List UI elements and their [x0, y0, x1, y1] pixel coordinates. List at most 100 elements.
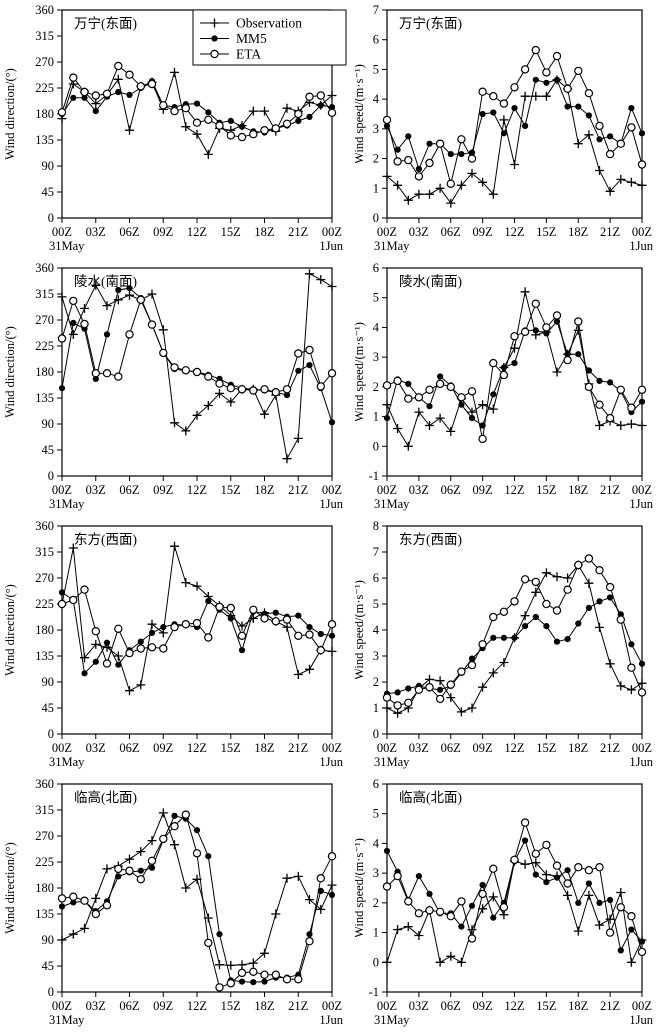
mm5-filled-circle-marker-icon	[193, 827, 201, 834]
mm5-filled-circle-marker-icon	[447, 151, 454, 158]
observation-plus-marker-icon	[478, 177, 488, 187]
mm5-filled-circle-marker-icon	[553, 638, 561, 645]
x-tick-label: 00Z	[632, 999, 652, 1013]
eta-open-circle-marker-icon	[316, 873, 325, 883]
y-tick-label: 7	[373, 3, 379, 17]
y-tick-label: 270	[35, 313, 54, 327]
mm5-filled-circle-marker-icon	[394, 146, 401, 153]
mm5-filled-circle-marker-icon	[479, 881, 486, 889]
observation-plus-marker-icon	[91, 893, 101, 903]
eta-open-circle-marker-icon	[57, 894, 67, 903]
observation-plus-marker-icon	[531, 587, 541, 597]
y-tick-label: 1	[373, 701, 379, 715]
eta-open-circle-marker-icon	[204, 938, 213, 948]
observation-plus-marker-icon	[626, 685, 636, 695]
eta-open-circle-marker-icon	[210, 49, 219, 59]
observation-plus-marker-icon	[478, 400, 488, 410]
observation-plus-marker-icon	[203, 401, 213, 410]
eta-open-circle-marker-icon	[404, 698, 413, 707]
eta-open-circle-marker-icon	[457, 897, 466, 906]
eta-open-circle-marker-icon	[305, 345, 314, 355]
eta-open-circle-marker-icon	[226, 603, 235, 613]
y-tick-label: 225	[35, 597, 54, 611]
eta-open-circle-marker-icon	[237, 631, 247, 641]
eta-open-circle-marker-icon	[249, 386, 258, 395]
eta-open-circle-marker-icon	[215, 379, 224, 388]
x-tick-label: 18Z	[254, 483, 274, 497]
eta-open-circle-marker-icon	[249, 967, 258, 976]
x-tick-label: 09Z	[153, 483, 173, 497]
observation-plus-marker-icon	[102, 301, 112, 311]
eta-open-circle-marker-icon	[204, 633, 213, 642]
panel-title: 陵水(南面)	[74, 274, 137, 289]
eta-open-circle-marker-icon	[114, 61, 123, 71]
x-tick-label: 21Z	[600, 999, 620, 1013]
y-axis-label: Wind direction/(°)	[3, 68, 17, 160]
observation-plus-marker-icon	[541, 870, 551, 880]
y-tick-label: 90	[42, 159, 55, 173]
eta-open-circle-marker-icon	[414, 393, 424, 402]
x-tick-label: 03Z	[86, 741, 106, 755]
mm5-filled-circle-marker-icon	[261, 978, 268, 985]
observation-plus-marker-icon	[435, 413, 445, 423]
mm5-filled-circle-marker-icon	[328, 632, 336, 639]
mm5-filled-circle-marker-icon	[306, 931, 313, 938]
eta-open-circle-marker-icon	[170, 822, 179, 831]
y-tick-label: 270	[35, 571, 54, 585]
eta-open-circle-marker-icon	[237, 968, 247, 978]
eta-open-circle-marker-icon	[542, 68, 551, 77]
mm5-filled-circle-marker-icon	[92, 658, 99, 665]
mm5-filled-circle-marker-icon	[437, 373, 444, 380]
panel-wind-direction-lingshui: 0 45 90 135 180 225 270 315 360 00Z 03Z 06Z 09Z 12Z 15…	[0, 258, 355, 516]
observation-plus-marker-icon	[181, 883, 191, 893]
eta-open-circle-marker-icon	[574, 862, 583, 872]
eta-open-circle-marker-icon	[204, 372, 213, 381]
panel-wind-speed-lingshui: -1 0 1 2 3 4 5 6 00Z 03Z 06Z 09Z 12Z 15Z 18Z 21Z 00Z 31Ma…	[355, 258, 657, 516]
mm5-filled-circle-marker-icon	[490, 109, 497, 116]
panel-wind-direction-wanning: 0 45 90 135 180 225 270 315 360 00Z 03Z 06Z 09Z 12Z 15…	[0, 0, 355, 258]
observation-plus-marker-icon	[192, 410, 202, 420]
eta-open-circle-marker-icon	[531, 577, 540, 587]
eta-open-circle-marker-icon	[446, 680, 456, 689]
eta-open-circle-marker-icon	[215, 602, 224, 612]
eta-open-circle-marker-icon	[271, 617, 280, 626]
observation-plus-marker-icon	[531, 91, 541, 101]
eta-open-circle-marker-icon	[125, 330, 134, 339]
mm5-filled-circle-marker-icon	[596, 136, 603, 143]
x-tick-label: 00Z	[52, 999, 72, 1013]
observation-plus-marker-icon	[456, 180, 466, 190]
x-axis-end-date: 1Jun	[629, 497, 653, 511]
panel-wind-speed-wanning: 0 1 2 3 4 5 6 7 00Z 03Z 06Z 09Z 12Z 15Z 18Z 21Z 00Z 31May…	[355, 0, 657, 258]
observation-plus-marker-icon	[327, 282, 337, 291]
eta-open-circle-marker-icon	[147, 79, 157, 89]
mm5-filled-circle-marker-icon	[596, 377, 603, 384]
y-tick-label: 6	[373, 777, 379, 791]
mm5-filled-circle-marker-icon	[543, 79, 550, 86]
mm5-filled-circle-marker-icon	[426, 403, 433, 410]
observation-plus-marker-icon	[68, 543, 78, 553]
x-axis-end-date: 1Jun	[319, 497, 343, 511]
mm5-filled-circle-marker-icon	[585, 367, 592, 374]
y-tick-label: 5	[373, 291, 379, 305]
x-tick-label: 12Z	[504, 741, 524, 755]
mm5-filled-circle-marker-icon	[115, 661, 122, 668]
eta-open-circle-marker-icon	[282, 385, 292, 394]
mm5-filled-circle-marker-icon	[596, 598, 603, 605]
mm5-filled-circle-marker-icon	[575, 620, 582, 627]
y-tick-label: 5	[373, 62, 379, 76]
y-tick-label: 3	[373, 122, 379, 136]
y-tick-label: 2	[373, 152, 379, 166]
observation-plus-marker-icon	[181, 426, 191, 436]
y-tick-label: 360	[35, 3, 54, 17]
observation-plus-marker-icon	[181, 578, 191, 588]
y-tick-label: 3	[373, 350, 379, 364]
observation-plus-marker-icon	[170, 67, 179, 77]
mm5-filled-circle-marker-icon	[58, 385, 66, 392]
eta-open-circle-marker-icon	[425, 158, 434, 168]
eta-open-circle-marker-icon	[520, 818, 530, 827]
observation-plus-marker-icon	[260, 948, 269, 958]
observation-plus-marker-icon	[305, 664, 314, 674]
eta-open-circle-marker-icon	[69, 73, 78, 82]
mm5-filled-circle-marker-icon	[81, 670, 88, 677]
mm5-filled-circle-marker-icon	[638, 660, 646, 667]
